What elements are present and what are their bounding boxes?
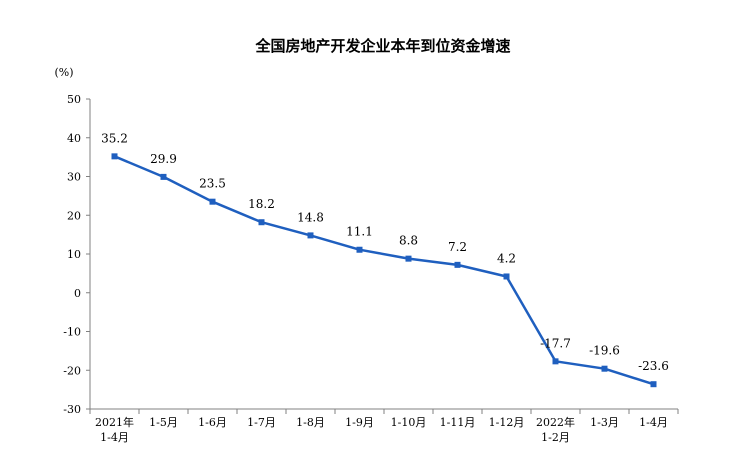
x-tick-label: 1-11月 bbox=[440, 416, 476, 429]
data-point-marker bbox=[356, 246, 363, 253]
x-tick-label: 1-9月 bbox=[345, 416, 374, 429]
data-label: 4.2 bbox=[497, 251, 516, 265]
y-tick-label: 40 bbox=[67, 132, 81, 145]
data-point-marker bbox=[405, 255, 412, 262]
data-label: 14.8 bbox=[297, 210, 324, 224]
x-tick-label: 1-10月 bbox=[391, 416, 427, 429]
x-tick-label: 1-2月 bbox=[541, 431, 570, 444]
data-point-marker bbox=[209, 198, 216, 205]
data-label: 7.2 bbox=[448, 240, 467, 254]
data-point-marker bbox=[503, 273, 510, 280]
y-tick-label: 10 bbox=[67, 248, 81, 261]
y-tick-label: 50 bbox=[67, 93, 81, 106]
x-tick-label: 2021年 bbox=[95, 415, 134, 429]
y-tick-label: 30 bbox=[67, 171, 81, 184]
x-tick-label: 1-8月 bbox=[296, 416, 325, 429]
y-tick-label: -20 bbox=[63, 364, 81, 377]
data-point-marker bbox=[258, 219, 265, 226]
y-axis-unit-label: (%) bbox=[54, 66, 73, 79]
data-label: -17.7 bbox=[540, 336, 571, 350]
data-point-marker bbox=[650, 381, 657, 388]
data-point-marker bbox=[454, 261, 461, 268]
x-tick-label: 1-4月 bbox=[100, 431, 129, 444]
data-point-marker bbox=[307, 232, 314, 239]
y-tick-label: 0 bbox=[74, 287, 81, 300]
series-line bbox=[111, 153, 657, 388]
axes: 50 40 30 20 10 0 -10 -20 -30 2021年 1-4月 1-5月 1-6月 1-7… bbox=[63, 93, 679, 444]
y-tick-label: 20 bbox=[67, 209, 81, 222]
data-label: 11.1 bbox=[346, 225, 373, 239]
data-point-marker bbox=[111, 153, 118, 160]
y-tick-label: -30 bbox=[63, 403, 81, 416]
data-labels: 35.2 29.9 23.5 18.2 14.8 11.1 8.8 7.2 4.2 -17.7 -1… bbox=[101, 131, 669, 373]
data-label: 8.8 bbox=[399, 234, 418, 248]
data-label: -23.6 bbox=[638, 359, 669, 373]
data-label: 18.2 bbox=[248, 197, 275, 211]
data-point-marker bbox=[601, 365, 608, 372]
series-line-path bbox=[114, 155, 654, 386]
data-point-marker bbox=[160, 173, 167, 180]
chart-title: 全国房地产开发企业本年到位资金增速 bbox=[254, 37, 510, 55]
x-tick-label: 1-7月 bbox=[247, 416, 276, 429]
data-label: 23.5 bbox=[199, 177, 226, 191]
data-point-marker bbox=[552, 358, 559, 365]
data-label: 35.2 bbox=[101, 131, 128, 145]
data-label: 29.9 bbox=[150, 152, 177, 166]
data-label: -19.6 bbox=[589, 344, 620, 358]
y-tick-label: -10 bbox=[63, 326, 81, 339]
x-tick-label: 1-12月 bbox=[489, 416, 525, 429]
x-tick-label: 2022年 bbox=[536, 415, 575, 429]
x-tick-label: 1-5月 bbox=[149, 416, 178, 429]
x-tick-label: 1-3月 bbox=[590, 416, 619, 429]
x-tick-label: 1-4月 bbox=[639, 416, 668, 429]
x-tick-label: 1-6月 bbox=[198, 416, 227, 429]
